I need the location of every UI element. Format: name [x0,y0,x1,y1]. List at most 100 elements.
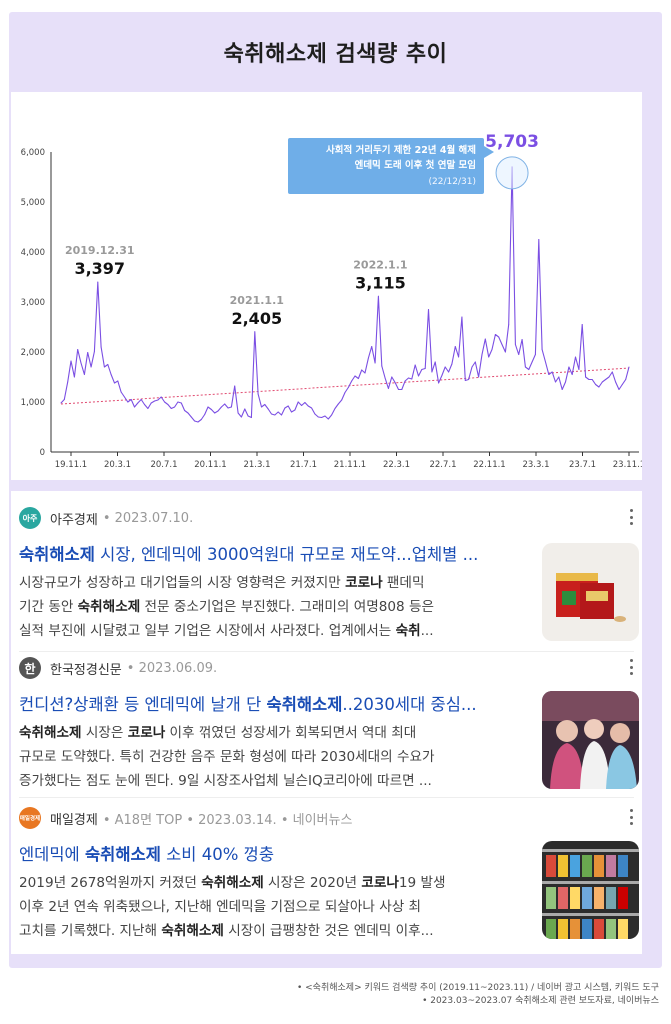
news-headline[interactable]: 컨디션?상쾌환 등 엔데믹에 날개 단 숙취해소제..2030세대 중심... [19,695,477,714]
series-line [60,166,630,423]
x-tick-label: 20.11.1 [194,460,226,470]
news-thumbnail[interactable] [542,691,639,789]
data-point [484,338,486,340]
news-source-row: 매일경제 매일경제 • A18면 TOP • 2023.03.14. • 네이버… [19,805,352,831]
data-point [274,414,276,416]
data-point [134,406,135,408]
data-point [571,374,573,375]
data-point [344,392,346,393]
y-tick-label: 2,000 [21,348,45,358]
data-point [164,401,166,403]
data-point [408,377,409,379]
data-point [434,361,436,363]
data-point [448,371,450,373]
data-point [190,416,192,418]
data-point [261,406,262,408]
data-point [608,376,610,378]
data-point [197,421,199,423]
data-point [528,369,530,370]
data-point [307,405,309,407]
callout-text: 사회적 거리두기 제한 22년 4월 해제 [326,144,476,156]
data-point [137,402,139,404]
data-point [471,366,473,368]
press-name[interactable]: 아주경제 [50,512,98,528]
news-thumbnail[interactable] [542,543,639,641]
data-point [63,399,65,400]
peak-value-label: 2,405 [231,309,282,328]
data-point [83,374,85,375]
data-point [591,379,593,380]
press-logo: 매일경제 [19,807,41,829]
more-options-icon[interactable] [626,659,636,675]
data-point [321,417,323,418]
data-point [214,412,216,414]
data-point [271,413,272,415]
press-logo: 아주 [19,507,41,529]
data-point [294,409,296,411]
data-point [170,408,172,409]
news-headline[interactable]: 숙취해소제 시장, 엔데믹에 3000억원대 규모로 재도약...업체별 ... [19,545,479,564]
data-point [347,387,349,388]
data-point [404,380,406,382]
callout-text: 엔데믹 도래 이후 첫 연말 모임 [355,159,476,171]
data-point [220,406,222,408]
data-point [100,346,102,348]
x-tick-label: 21.3.1 [243,460,270,470]
data-point [578,369,580,370]
data-point [618,389,620,390]
data-point [250,417,252,418]
y-tick-label: 5,000 [21,198,45,208]
peak-date-label: 2019.12.31 [65,244,135,257]
data-point [431,371,433,373]
x-tick-label: 21.11.1 [334,460,366,470]
data-point [177,401,179,403]
data-point [200,419,202,420]
data-point [264,404,266,405]
data-point [267,408,269,410]
press-name[interactable]: 한국정경신문 [50,662,122,678]
data-point [127,401,129,403]
data-point [568,366,570,368]
data-point [147,408,149,409]
news-item[interactable]: 매일경제 매일경제 • A18면 TOP • 2023.03.14. • 네이버… [11,805,642,950]
data-point [611,371,613,373]
press-name[interactable]: 매일경제 [50,812,98,828]
data-point [324,415,326,417]
data-point [555,381,556,383]
data-point [541,349,543,350]
news-thumbnail[interactable] [542,841,639,939]
data-point [581,324,583,325]
data-point [501,344,503,345]
data-point [114,382,115,384]
data-point [481,354,483,355]
data-point [601,381,603,383]
news-headline[interactable]: 엔데믹에 숙취해소제 소비 40% 껑충 [19,845,275,864]
peak-highlight-circle [495,156,529,190]
news-item[interactable]: 아주 아주경제 • 2023.07.10. 숙취해소제 시장, 엔데믹에 300… [11,505,642,645]
news-item[interactable]: 한 한국정경신문 • 2023.06.09. 컨디션?상쾌환 등 엔데믹에 날개… [11,655,642,795]
more-options-icon[interactable] [626,509,636,525]
data-point [615,381,617,383]
chart-card: 0 1,000 2,000 3,000 4,000 5,000 6,000 19.11.1 20… [11,92,642,480]
press-logo: 한 [19,657,41,679]
data-point [107,364,109,365]
data-point [414,364,416,366]
data-point [364,372,366,374]
divider [19,651,634,652]
x-tick-label: 22.11.1 [473,460,505,470]
data-point [210,409,212,410]
data-point [187,412,189,414]
data-point [508,324,510,325]
data-point [401,389,403,390]
data-point [284,407,286,409]
data-point [337,403,339,405]
data-point [621,384,623,385]
data-point [314,413,316,415]
data-point [384,377,386,379]
data-point [150,402,152,404]
data-point [498,336,500,338]
data-point [291,411,292,413]
more-options-icon[interactable] [626,809,636,825]
data-point [451,363,453,365]
data-point [194,420,196,422]
